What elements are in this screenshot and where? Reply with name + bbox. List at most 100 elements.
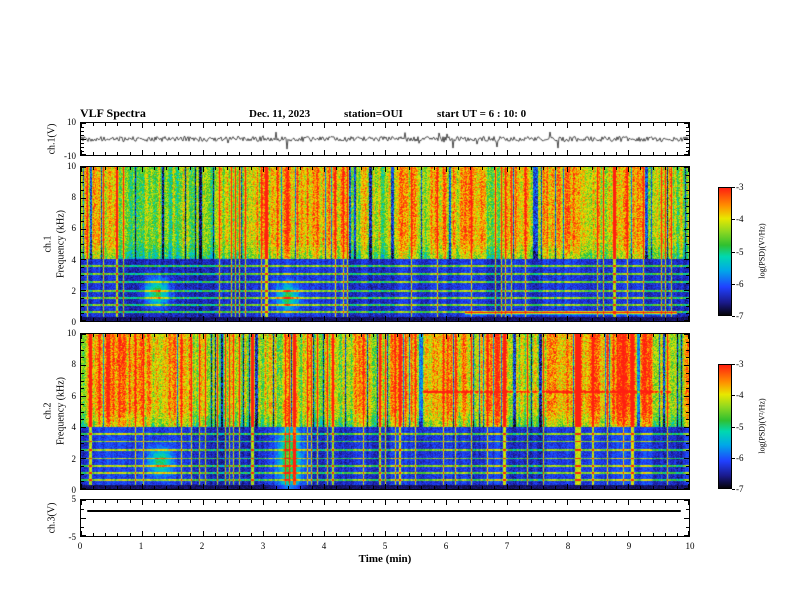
x-tick: [287, 334, 289, 337]
x-tick: [226, 486, 228, 489]
x-tick: [117, 533, 119, 536]
x-tick: [603, 500, 605, 503]
x-tick: [433, 334, 435, 337]
colorbar-ch1: [718, 187, 732, 316]
y-tick: [81, 167, 86, 168]
x-tick: [93, 533, 95, 536]
x-tick: [275, 123, 277, 126]
x-tick: [652, 334, 654, 337]
x-tick: [616, 152, 618, 155]
y-tick: [81, 473, 84, 475]
x-tick: [348, 152, 350, 155]
x-tick: [251, 486, 253, 489]
x-tick: [81, 531, 82, 536]
x-tick: [312, 500, 314, 503]
y-tick: [686, 305, 689, 307]
x-tick: [603, 152, 605, 155]
x-tick: [129, 334, 131, 337]
x-tick: [299, 334, 301, 337]
x-tick: [543, 123, 545, 126]
x-tick: [141, 167, 143, 172]
ch2-channel-label: ch.2: [42, 402, 54, 420]
x-tick: [239, 533, 241, 536]
x-tick: [530, 500, 532, 503]
x-tick: [664, 123, 666, 126]
x-tick: [397, 533, 399, 536]
x-tick: [457, 167, 459, 170]
x-tick: [239, 486, 241, 489]
y-tick: [686, 481, 689, 483]
x-tick: [348, 318, 350, 321]
x-tick: [275, 167, 277, 170]
colorbar-tick-label: -4: [736, 390, 744, 401]
x-tick: [688, 316, 689, 321]
x-tick: [482, 318, 484, 321]
x-tick: [482, 486, 484, 489]
y-tick: [686, 135, 689, 136]
x-tick: [506, 531, 508, 536]
x-tick: [457, 152, 459, 155]
x-tick: [166, 500, 168, 503]
y-tick: [686, 190, 689, 192]
x-tick: [385, 316, 386, 321]
x-tick: [178, 533, 180, 536]
y-tick: [686, 419, 689, 421]
x-tick: [372, 500, 374, 503]
x-tick: [141, 500, 143, 505]
x-tick: [263, 334, 265, 339]
x-tick: [445, 316, 447, 321]
x-tick: [117, 167, 119, 170]
x-tick: [299, 318, 301, 321]
x-tick: [214, 167, 216, 170]
x-tick: [676, 167, 678, 170]
x-tick: [166, 123, 168, 126]
x-tick: [457, 123, 459, 126]
x-tick: [105, 500, 107, 503]
x-tick: [664, 167, 666, 170]
x-tick: [688, 531, 689, 536]
x-tick: [579, 318, 581, 321]
y-tick: [81, 267, 84, 269]
x-tick: [178, 123, 180, 126]
x-tick: [324, 150, 326, 155]
time-axis-label: Time (min): [358, 553, 412, 565]
x-tick-label: 0: [77, 541, 83, 551]
x-tick: [433, 123, 435, 126]
x-tick-label: 2: [199, 541, 205, 551]
ch1-voltage-axis-label: ch.1(V): [46, 123, 58, 155]
x-tick: [518, 334, 520, 337]
colorbar-tick: [732, 219, 735, 221]
x-tick: [275, 152, 277, 155]
x-tick: [336, 123, 338, 126]
x-tick: [239, 334, 241, 337]
x-tick: [640, 533, 642, 536]
x-tick: [445, 123, 447, 128]
colorbar-tick: [732, 316, 735, 317]
x-tick: [178, 334, 180, 337]
x-tick: [299, 533, 301, 536]
x-tick: [81, 484, 82, 489]
x-tick: [153, 500, 155, 503]
y-tick: [81, 297, 84, 299]
x-tick: [543, 486, 545, 489]
y-tick: [686, 267, 689, 269]
x-tick: [263, 484, 265, 489]
x-tick: [603, 533, 605, 536]
x-tick: [494, 533, 496, 536]
x-tick: [591, 533, 593, 536]
x-tick: [579, 123, 581, 126]
x-tick: [688, 123, 689, 128]
x-tick: [445, 484, 447, 489]
x-tick: [567, 167, 569, 172]
x-tick: [421, 152, 423, 155]
x-tick: [457, 318, 459, 321]
y-tick: [81, 220, 84, 222]
x-tick: [275, 486, 277, 489]
x-tick: [312, 152, 314, 155]
y-tick-label: -5: [68, 532, 77, 542]
x-tick: [299, 123, 301, 126]
x-tick: [263, 531, 265, 536]
x-tick: [190, 334, 192, 337]
y-tick: [684, 259, 689, 261]
y-tick: [81, 320, 86, 321]
